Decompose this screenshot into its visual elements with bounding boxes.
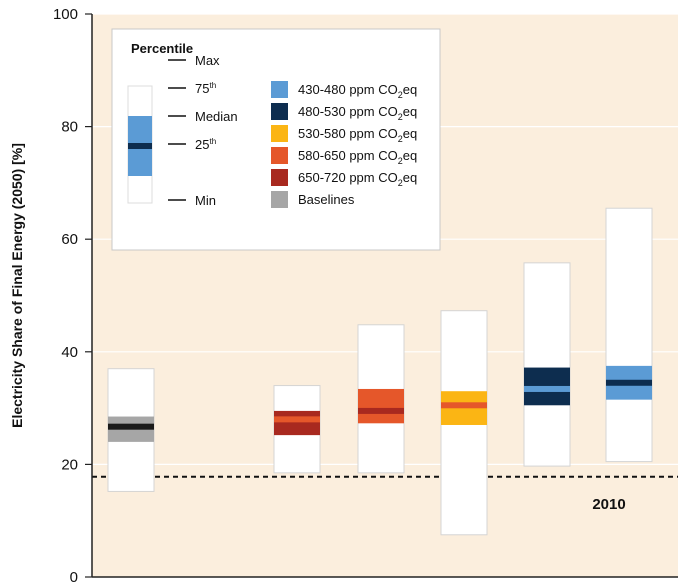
legend-label-subscript: 2 bbox=[398, 90, 403, 100]
box-median bbox=[358, 407, 404, 414]
legend-label-suffix: eq bbox=[403, 126, 417, 141]
y-axis-ticks: 0 20 40 60 80 100 bbox=[53, 6, 92, 586]
legend-label: 530-580 ppm CO2eq bbox=[298, 126, 417, 144]
box-iqr bbox=[358, 388, 404, 424]
legend-label-main: 530-580 ppm CO bbox=[298, 126, 398, 141]
box-whisker-range bbox=[523, 262, 571, 467]
box-median bbox=[441, 402, 487, 409]
y-tick-label: 40 bbox=[61, 344, 78, 361]
legend-swatch bbox=[271, 81, 288, 98]
legend-label-main: 650-720 ppm CO bbox=[298, 170, 398, 185]
legend-75th-suffix: th bbox=[209, 81, 216, 90]
y-tick-label: 60 bbox=[61, 231, 78, 248]
legend-percentile-sample-box bbox=[127, 85, 153, 204]
legend-entry-c430: 430-480 ppm CO2eq bbox=[271, 81, 417, 100]
legend-entry-c530: 530-580 ppm CO2eq bbox=[271, 125, 417, 144]
legend-label-suffix: eq bbox=[403, 170, 417, 185]
legend-label: Baselines bbox=[298, 192, 355, 207]
legend-label: 580-650 ppm CO2eq bbox=[298, 148, 417, 166]
box-c580 bbox=[357, 324, 405, 474]
legend-label-suffix: eq bbox=[403, 82, 417, 97]
legend-median-label: Median bbox=[195, 109, 238, 124]
box-median bbox=[524, 385, 570, 392]
y-axis-label: Electricity Share of Final Energy (2050)… bbox=[9, 143, 25, 428]
legend-75th-number: 75 bbox=[195, 81, 209, 96]
legend-max-label: Max bbox=[195, 53, 220, 68]
legend: Percentile Max 75th Median 25th Min 430-… bbox=[111, 28, 441, 251]
legend-25th-label: 25th bbox=[195, 137, 216, 152]
box-median bbox=[108, 423, 154, 430]
legend-swatch bbox=[271, 191, 288, 208]
box-c530 bbox=[440, 310, 488, 536]
legend-label: 480-530 ppm CO2eq bbox=[298, 104, 417, 122]
legend-swatch bbox=[271, 125, 288, 142]
legend-percentile-title: Percentile bbox=[131, 41, 193, 56]
legend-entry-c580: 580-650 ppm CO2eq bbox=[271, 147, 417, 166]
box-median bbox=[274, 416, 320, 423]
legend-25th-number: 25 bbox=[195, 137, 209, 152]
legend-label: 650-720 ppm CO2eq bbox=[298, 170, 417, 188]
legend-75th-label: 75th bbox=[195, 81, 216, 96]
legend-label-suffix: eq bbox=[403, 104, 417, 119]
box-c650 bbox=[273, 385, 321, 474]
legend-entry-baseline: Baselines bbox=[271, 191, 355, 208]
legend-label-main: 480-530 ppm CO bbox=[298, 104, 398, 119]
legend-swatch bbox=[271, 103, 288, 120]
legend-label-main: 580-650 ppm CO bbox=[298, 148, 398, 163]
legend-label-suffix: eq bbox=[403, 148, 417, 163]
y-tick-label: 20 bbox=[61, 456, 78, 473]
box-whisker-range bbox=[605, 207, 653, 463]
box-iqr bbox=[274, 410, 320, 436]
legend-label-main: Baselines bbox=[298, 192, 355, 207]
legend-label-subscript: 2 bbox=[398, 112, 403, 122]
legend-label-subscript: 2 bbox=[398, 156, 403, 166]
legend-label-main: 430-480 ppm CO bbox=[298, 82, 398, 97]
reference-line-label: 2010 bbox=[592, 496, 625, 513]
box-baseline bbox=[107, 368, 155, 492]
legend-label-subscript: 2 bbox=[398, 134, 403, 144]
legend-sample-median bbox=[128, 143, 152, 149]
legend-label: 430-480 ppm CO2eq bbox=[298, 82, 417, 100]
box-median bbox=[606, 379, 652, 386]
legend-entry-c480: 480-530 ppm CO2eq bbox=[271, 103, 417, 122]
legend-label-subscript: 2 bbox=[398, 178, 403, 188]
boxes bbox=[107, 207, 653, 536]
legend-25th-suffix: th bbox=[209, 137, 216, 146]
y-tick-label: 80 bbox=[61, 119, 78, 136]
box-c480 bbox=[523, 262, 571, 467]
legend-swatch bbox=[271, 169, 288, 186]
legend-entry-c650: 650-720 ppm CO2eq bbox=[271, 169, 417, 188]
box-c430 bbox=[605, 207, 653, 463]
legend-min-label: Min bbox=[195, 193, 216, 208]
y-tick-label: 100 bbox=[53, 6, 78, 23]
legend-swatch bbox=[271, 147, 288, 164]
legend-percentile-labels: Max 75th Median 25th Min bbox=[168, 53, 238, 208]
y-tick-label: 0 bbox=[70, 569, 78, 586]
